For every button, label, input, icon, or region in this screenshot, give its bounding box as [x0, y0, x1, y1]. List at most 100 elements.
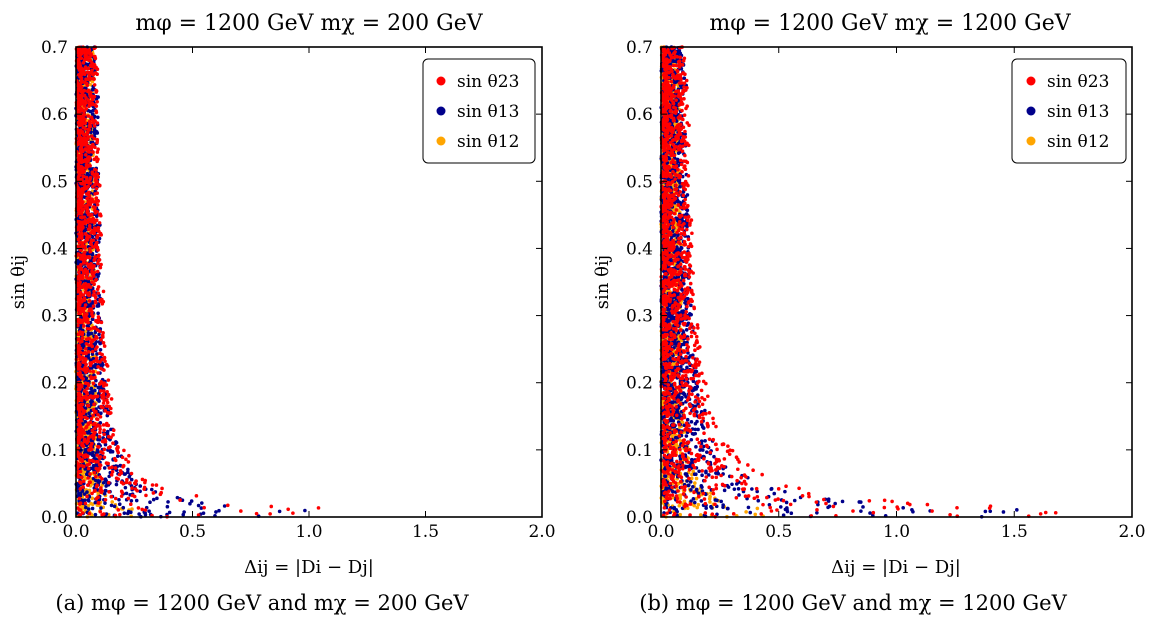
scatter-point — [83, 240, 87, 244]
scatter-point — [107, 490, 111, 494]
y-tick-label: 0.4 — [41, 239, 68, 259]
scatter-point — [303, 508, 307, 513]
scatter-point — [92, 157, 97, 162]
scatter-point — [98, 509, 103, 514]
scatter-point — [151, 491, 156, 495]
scatter-point — [116, 450, 121, 455]
scatter-point — [143, 512, 148, 517]
scatter-point — [217, 508, 221, 513]
scatter-point — [84, 369, 89, 374]
scatter-point — [94, 186, 99, 191]
scatter-point — [106, 423, 111, 428]
scatter-point — [755, 506, 760, 511]
x-tick-label: 2.0 — [528, 522, 555, 542]
scatter-point — [133, 481, 138, 486]
scatter-point — [77, 508, 82, 512]
scatter-point — [129, 502, 133, 507]
scatter-point — [82, 358, 87, 362]
scatter-point — [91, 413, 96, 418]
scatter-point — [89, 52, 93, 56]
scatter-point — [91, 364, 96, 368]
scatter-point — [88, 390, 93, 395]
scatter-point — [98, 265, 103, 270]
scatter-point — [87, 480, 92, 485]
scatter-point — [83, 350, 88, 355]
scatter-point — [81, 464, 86, 469]
scatter-point — [129, 498, 134, 503]
scatter-point — [88, 285, 93, 290]
scatter-point — [82, 298, 87, 302]
scatter-point — [268, 512, 272, 516]
scatter-point — [102, 344, 107, 348]
scatter-point — [79, 153, 84, 157]
scatter-point — [101, 389, 106, 393]
scatter-point — [86, 135, 91, 139]
scatter-point — [76, 237, 80, 242]
scatter-point — [111, 433, 115, 437]
scatter-point — [101, 381, 105, 386]
scatter-point — [76, 462, 81, 466]
scatter-point — [87, 308, 91, 313]
scatter-point — [96, 311, 100, 316]
scatter-point — [96, 468, 100, 473]
scatter-point — [91, 376, 96, 380]
panel-a: mφ = 1200 GeV mχ = 200 GeV 0.0 0.5 1.0 1.5 2… — [8, 11, 556, 615]
scatter-point — [106, 378, 111, 382]
scatter-point — [89, 361, 94, 365]
panel-a-xlabel: Δij = |Di − Dj| — [244, 557, 374, 578]
scatter-point — [91, 274, 96, 278]
scatter-point — [142, 487, 146, 491]
scatter-point — [120, 455, 125, 460]
scatter-point — [91, 436, 96, 441]
scatter-point — [109, 397, 114, 401]
scatter-point — [83, 139, 88, 143]
scatter-point — [83, 448, 87, 452]
scatter-point — [76, 289, 80, 294]
panel-a-legend-label-sin-theta-13: sin θ13 — [457, 102, 519, 122]
scatter-point — [88, 394, 93, 398]
scatter-point — [108, 411, 112, 415]
scatter-point — [86, 180, 91, 184]
scatter-point — [81, 149, 85, 154]
scatter-point — [144, 493, 148, 498]
scatter-point — [86, 503, 91, 508]
scatter-point — [79, 56, 84, 61]
scatter-point — [112, 504, 117, 509]
scatter-point — [97, 434, 102, 439]
scatter-point — [94, 168, 98, 172]
scatter-point — [98, 347, 103, 352]
scatter-point — [106, 446, 111, 450]
scatter-point — [87, 155, 91, 159]
scatter-point — [93, 347, 98, 351]
scatter-point — [98, 212, 103, 216]
scatter-point — [89, 340, 94, 344]
scatter-point — [78, 215, 83, 220]
scatter-point — [97, 382, 102, 386]
scatter-point — [92, 470, 97, 475]
scatter-point — [117, 502, 122, 507]
scatter-point — [136, 506, 141, 510]
scatter-point — [114, 482, 119, 487]
scatter-point — [84, 454, 88, 458]
panel-b: mφ = 1200 GeV mχ = 1200 GeV 0.0 0.5 1.0 1.5… — [592, 11, 1146, 615]
scatter-point — [78, 480, 82, 484]
scatter-point — [120, 490, 125, 495]
panel-a-ylabel: sin θij — [8, 255, 29, 309]
scatter-point — [80, 475, 84, 480]
scatter-point — [80, 330, 85, 335]
scatter-point — [92, 402, 96, 407]
scatter-point — [91, 381, 96, 386]
scatter-point — [138, 484, 143, 488]
scatter-point — [88, 63, 93, 68]
scatter-point — [86, 98, 90, 102]
scatter-point — [202, 505, 206, 510]
scatter-point — [200, 501, 204, 505]
scatter-point — [95, 99, 99, 104]
scatter-point — [94, 478, 98, 483]
scatter-point — [94, 196, 99, 200]
scatter-point — [95, 320, 100, 324]
scatter-point — [86, 114, 91, 118]
scatter-point — [78, 220, 83, 225]
scatter-point — [90, 453, 95, 458]
scatter-point — [95, 209, 100, 214]
